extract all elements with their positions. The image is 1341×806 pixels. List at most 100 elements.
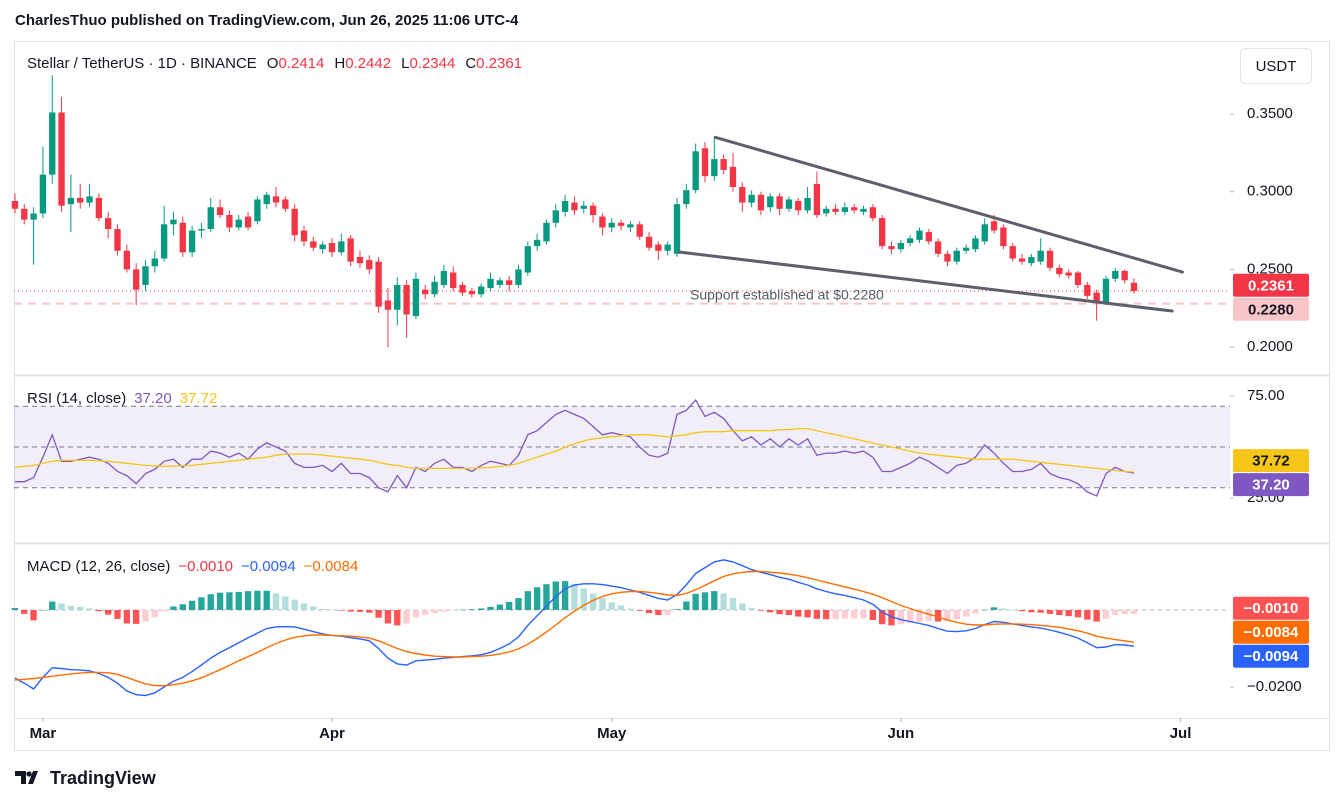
histogram-bar xyxy=(11,608,19,610)
histogram-bar xyxy=(95,609,103,612)
indicator-line xyxy=(14,427,1135,473)
histogram-bar xyxy=(375,609,382,618)
candle-body xyxy=(235,219,242,228)
histogram-bar xyxy=(1074,609,1082,618)
currency-button[interactable]: USDT xyxy=(1240,48,1312,84)
candle-body xyxy=(981,224,988,242)
histogram-bar xyxy=(160,609,168,612)
candle-body xyxy=(1084,284,1091,296)
histogram-bar xyxy=(235,591,242,610)
histogram-bar xyxy=(636,609,643,611)
histogram-bar xyxy=(216,592,224,610)
histogram-bar xyxy=(832,609,839,620)
candle-body xyxy=(1093,292,1100,303)
ohlc-value: 0.2361 xyxy=(476,55,522,72)
histogram-bar xyxy=(310,606,317,610)
candle-body xyxy=(776,196,783,209)
candle-body xyxy=(282,199,289,209)
histogram-bar xyxy=(823,609,830,620)
candle-body xyxy=(934,241,942,254)
x-tick-label: Jun xyxy=(887,725,914,742)
candle-body xyxy=(888,246,895,250)
candle-body xyxy=(897,242,904,250)
histogram-bar xyxy=(1000,608,1007,610)
candle-body xyxy=(375,261,382,307)
histogram-bar xyxy=(450,609,457,611)
histogram-bar xyxy=(1065,609,1072,617)
histogram-bar xyxy=(291,599,298,610)
candle-body xyxy=(77,197,84,203)
histogram-bar xyxy=(412,609,420,618)
histogram-bar xyxy=(748,608,755,610)
currency-button-frame[interactable] xyxy=(1240,48,1312,84)
candle-body xyxy=(906,238,914,243)
histogram-bar xyxy=(1028,609,1035,613)
histogram-bar xyxy=(776,609,783,615)
histogram-bar xyxy=(1009,609,1016,611)
candle-body xyxy=(142,266,149,285)
price-line-box xyxy=(1233,273,1309,297)
price-line-box xyxy=(1233,297,1309,321)
y-tick-label: 0.2000 xyxy=(1247,338,1293,355)
last-value-label: −0.0094 xyxy=(1244,648,1299,665)
candle-body xyxy=(198,228,205,231)
candle-body xyxy=(636,224,643,237)
histogram-bar xyxy=(757,609,765,611)
candle-body xyxy=(1074,272,1082,285)
histogram-bar xyxy=(505,601,513,610)
histogram-bar xyxy=(403,609,410,624)
histogram-bar xyxy=(673,609,681,610)
symbol-title: Stellar / TetherUS · 1D · BINANCE xyxy=(27,55,257,72)
brand-logo-mark xyxy=(15,771,38,784)
candle-body xyxy=(11,201,19,209)
candle-body xyxy=(720,159,727,170)
histogram-bar xyxy=(608,602,615,610)
histogram-bar xyxy=(720,593,727,610)
histogram-bar xyxy=(263,590,270,610)
histogram-bar xyxy=(459,609,466,611)
histogram-bar xyxy=(888,609,895,626)
x-tick-label: May xyxy=(597,725,627,742)
histogram-bar xyxy=(813,609,821,619)
last-value-label: 37.72 xyxy=(1252,453,1290,470)
candle-body xyxy=(440,270,448,285)
ohlc-key: C xyxy=(465,55,476,72)
candle-body xyxy=(552,210,559,223)
currency-button-label[interactable]: USDT xyxy=(1256,58,1297,75)
histogram-bar xyxy=(77,606,84,610)
candle-body xyxy=(767,196,774,208)
histogram-bar xyxy=(533,587,541,610)
indicator-value: −0.0094 xyxy=(241,558,296,575)
histogram-bar xyxy=(384,609,392,624)
candle-body xyxy=(1028,256,1035,264)
histogram-bar xyxy=(67,605,75,610)
candle-body xyxy=(851,207,858,211)
histogram-bar xyxy=(580,588,587,610)
price-line-label: 0.2280 xyxy=(1248,301,1294,318)
candle-body xyxy=(645,236,653,248)
candle-body xyxy=(832,208,839,212)
histogram-bar xyxy=(1018,609,1026,612)
pane-legend: MACD (12, 26, close) −0.0010 −0.0094 −0.008… xyxy=(27,558,358,575)
histogram-bar xyxy=(478,608,485,610)
candle-body xyxy=(39,174,47,214)
histogram-bar xyxy=(683,601,690,610)
candle-body xyxy=(310,241,317,248)
candle-body xyxy=(543,222,550,242)
candle-body xyxy=(123,250,131,270)
histogram-bar xyxy=(962,609,970,617)
indicator-value: 37.72 xyxy=(180,390,218,407)
histogram-bar xyxy=(244,591,252,610)
candle-body xyxy=(105,218,112,229)
candle-body xyxy=(627,224,634,228)
candle-body xyxy=(701,148,709,177)
histogram-bar xyxy=(869,609,877,621)
histogram-bar xyxy=(151,609,158,618)
candle-body xyxy=(757,194,765,211)
candle-body xyxy=(21,208,28,220)
histogram-bar xyxy=(188,600,196,610)
last-value-label: −0.0084 xyxy=(1244,624,1299,641)
candle-body xyxy=(860,208,867,212)
candle-body xyxy=(459,284,466,293)
candle-body xyxy=(515,269,522,285)
